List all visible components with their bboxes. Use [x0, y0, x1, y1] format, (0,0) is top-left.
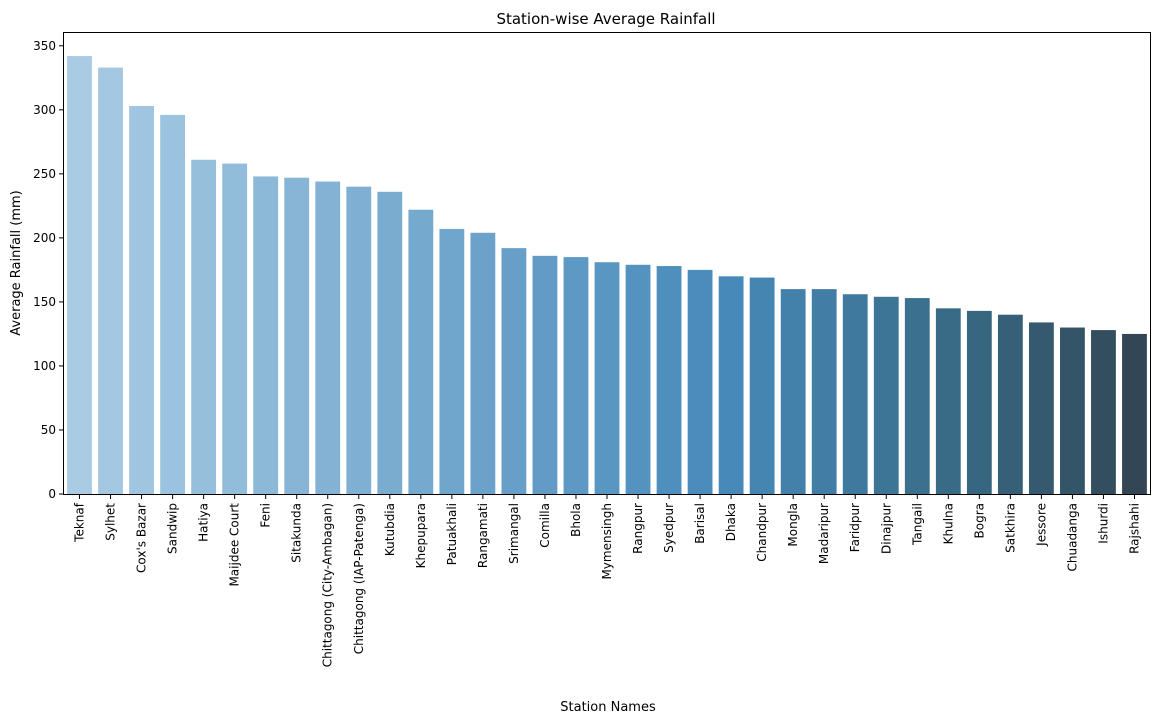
x-tick-label: Maijdee Court — [228, 503, 242, 587]
x-tick-label: Bhola — [569, 503, 583, 537]
bar-patuakhali — [439, 228, 465, 494]
x-tick-label: Madaripur — [817, 503, 831, 564]
bar-chittagong-city-ambagan — [315, 181, 341, 495]
x-tick-label: Comilla — [538, 503, 552, 548]
x-tick-label: Barisal — [693, 503, 707, 544]
bars-group — [67, 56, 1147, 495]
bar-faridpur — [842, 294, 868, 494]
y-tick-label: 150 — [33, 295, 56, 309]
bar-mongla — [780, 289, 806, 494]
x-axis: Teknaf Sylhet Cox's Bazar Sandwip Hatiya Maij… — [73, 494, 1141, 667]
x-tick-label: Teknaf — [73, 502, 87, 543]
y-tick-label: 300 — [33, 103, 56, 117]
x-tick-label: Mymensingh — [600, 503, 614, 580]
y-tick-label: 0 — [48, 487, 56, 501]
bar-mymensingh — [594, 262, 620, 494]
bar-chittagong-iap-patenga — [346, 186, 372, 495]
bar-comilla — [532, 255, 558, 494]
x-tick-label: Feni — [259, 503, 273, 528]
x-tick-label: Patuakhali — [445, 503, 459, 565]
bar-feni — [253, 176, 279, 495]
bar-kutubdia — [377, 191, 403, 495]
bar-bogra — [966, 310, 992, 494]
x-tick-label: Chuadanga — [1065, 503, 1079, 572]
y-axis-label: Average Rainfall (mm) — [9, 190, 24, 335]
bar-cox-s-bazar — [129, 105, 154, 495]
x-tick-label: Sitakunda — [290, 503, 304, 563]
x-tick-label: Sandwip — [166, 503, 180, 554]
bar-chuadanga — [1060, 327, 1085, 494]
bar-sylhet — [98, 67, 123, 494]
y-tick-label: 50 — [41, 423, 56, 437]
bar-chandpur — [749, 277, 775, 494]
bar-satkhira — [997, 314, 1023, 494]
x-tick-label: Kutubdia — [383, 503, 397, 556]
bar-rangpur — [625, 264, 651, 494]
bar-maijdee-court — [222, 163, 248, 494]
x-tick-label: Bogra — [972, 503, 986, 538]
y-tick-label: 250 — [33, 167, 56, 181]
plot-frame — [63, 32, 1151, 495]
bar-hatiya — [191, 159, 217, 494]
bar-rajshahi — [1122, 333, 1147, 494]
x-tick-label: Rangamati — [476, 503, 490, 568]
bar-khepupara — [408, 209, 434, 494]
x-tick-label: Tangail — [910, 503, 924, 546]
x-tick-label: Rangpur — [631, 503, 645, 554]
x-tick-label: Srimangal — [507, 503, 521, 564]
x-tick-label: Faridpur — [848, 503, 862, 552]
x-tick-label: Khulna — [941, 503, 955, 544]
bar-tangail — [904, 298, 930, 494]
y-axis: 0 50 100 150 200 250 300 350 — [33, 39, 64, 501]
chart-title: Station-wise Average Rainfall — [496, 10, 715, 28]
x-tick-label: Dinajpur — [879, 503, 893, 554]
x-tick-label: Sylhet — [104, 503, 118, 541]
x-tick-label: Chittagong (City-Ambagan) — [321, 503, 335, 667]
y-tick-label: 350 — [33, 39, 56, 53]
x-axis-label: Station Names — [560, 700, 656, 715]
x-tick-label: Khepupara — [414, 503, 428, 568]
x-tick-label: Hatiya — [197, 503, 211, 542]
x-tick-label: Syedpur — [662, 503, 676, 553]
bar-dhaka — [718, 276, 744, 494]
x-tick-label: Cox's Bazar — [135, 503, 149, 573]
x-tick-label: Ishurdi — [1096, 503, 1110, 544]
bar-bhola — [563, 257, 589, 494]
bar-barisal — [687, 269, 713, 494]
x-tick-label: Jessore — [1034, 503, 1048, 547]
bar-syedpur — [656, 266, 682, 494]
x-tick-label: Chandpur — [755, 503, 769, 562]
bar-dinajpur — [873, 296, 899, 494]
x-tick-label: Dhaka — [724, 503, 738, 541]
bar-sitakunda — [284, 177, 310, 494]
bar-jessore — [1028, 322, 1054, 494]
bar-teknaf — [67, 56, 92, 495]
bar-sandwip — [160, 114, 186, 495]
bar-madaripur — [811, 289, 837, 494]
x-tick-label: Rajshahi — [1127, 503, 1141, 554]
y-tick-label: 100 — [33, 359, 56, 373]
bar-ishurdi — [1091, 330, 1116, 494]
bar-srimangal — [501, 248, 527, 494]
x-tick-label: Mongla — [786, 503, 800, 547]
bar-rangamati — [470, 232, 496, 494]
x-tick-label: Chittagong (IAP-Patenga) — [352, 503, 366, 654]
y-tick-label: 200 — [33, 231, 56, 245]
bar-khulna — [935, 308, 961, 494]
x-tick-label: Satkhira — [1003, 503, 1017, 553]
